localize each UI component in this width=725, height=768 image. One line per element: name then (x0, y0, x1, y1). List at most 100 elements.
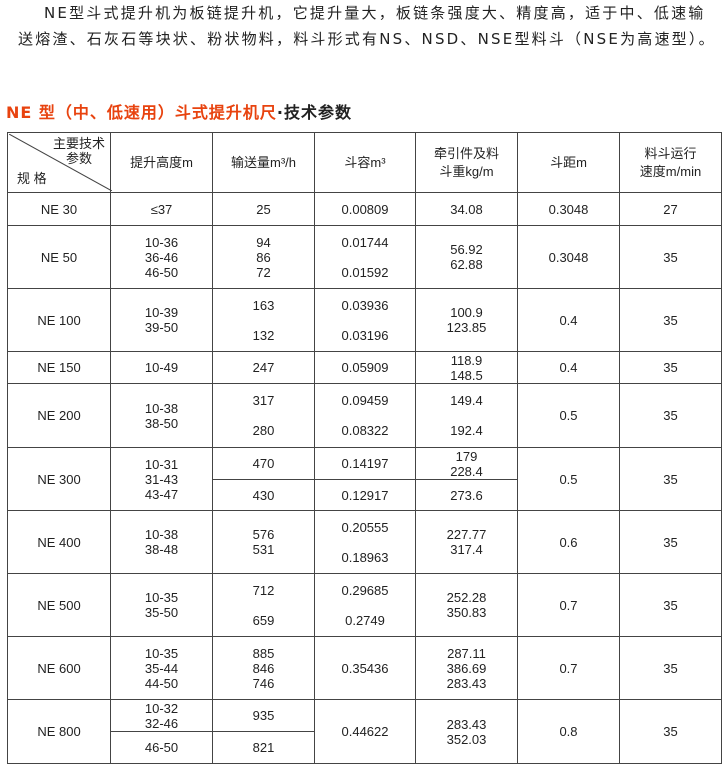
cell-speed: 35 (619, 383, 722, 448)
cell-spec: NE 150 (7, 351, 111, 384)
cell-speed: 35 (619, 225, 722, 289)
cell-weight: 252.28 350.83 (415, 573, 518, 637)
cell-cap: 0.20555 0.18963 (314, 510, 416, 574)
table-row: NE 30 ≤37 25 0.00809 34.08 0.3048 27 (7, 192, 722, 226)
cell-spec: NE 50 (7, 225, 111, 289)
cell-height: 10-38 38-50 (110, 383, 213, 448)
cell-pitch: 0.8 (517, 699, 620, 764)
cell-height: 10-32 32-46 (110, 699, 213, 732)
cell-height: 10-35 35-50 (110, 573, 213, 637)
table-row: NE 150 10-49 247 0.05909 118.9 148.5 0.4 35 (7, 351, 722, 384)
cell-cap: 0.29685 0.2749 (314, 573, 416, 637)
cell-weight: 273.6 (415, 479, 518, 511)
cell-flow: 821 (212, 731, 315, 764)
cell-weight: 227.77 317.4 (415, 510, 518, 574)
cell-height: 10-49 (110, 351, 213, 384)
cell-weight: 283.43 352.03 (415, 699, 518, 764)
table-row: NE 200 10-38 38-50 317 280 0.09459 0.08322 1… (7, 383, 722, 448)
corner-bottom-label: 规 格 (17, 171, 47, 186)
cell-height: 10-39 39-50 (110, 288, 213, 352)
cell-speed: 35 (619, 699, 722, 764)
cell-flow: 576 531 (212, 510, 315, 574)
cell-pitch: 0.7 (517, 573, 620, 637)
cell-weight: 118.9 148.5 (415, 351, 518, 384)
cell-spec: NE 200 (7, 383, 111, 448)
corner-header: 主要技术 参数规 格 (7, 132, 112, 193)
title-black: ·技术参数 (276, 103, 352, 122)
cell-cap: 0.44622 (314, 699, 416, 764)
cell-pitch: 0.5 (517, 383, 620, 448)
cell-flow: 25 (212, 192, 315, 226)
cell-height: 10-38 38-48 (110, 510, 213, 574)
cell-speed: 35 (619, 636, 722, 700)
cell-pitch: 0.4 (517, 351, 620, 384)
cell-weight: 287.11 386.69 283.43 (415, 636, 518, 700)
table-row: NE 500 10-35 35-50 712 659 0.29685 0.2749 25… (7, 573, 722, 637)
cell-height: 46-50 (110, 731, 213, 764)
cell-flow: 317 280 (212, 383, 315, 448)
cell-cap: 0.00809 (314, 192, 416, 226)
cell-flow: 470 (212, 447, 315, 480)
cell-flow: 935 (212, 699, 315, 732)
cell-flow: 163 132 (212, 288, 315, 352)
cell-height: ≤37 (110, 192, 213, 226)
cell-weight: 100.9 123.85 (415, 288, 518, 352)
cell-flow: 94 86 72 (212, 225, 315, 289)
cell-flow: 247 (212, 351, 315, 384)
cell-weight: 149.4 192.4 (415, 383, 518, 448)
cell-cap: 0.14197 (314, 447, 416, 480)
cell-cap: 0.12917 (314, 479, 416, 511)
cell-pitch: 0.3048 (517, 192, 620, 226)
col-height: 提升高度m (110, 132, 213, 193)
cell-spec: NE 500 (7, 573, 111, 637)
cell-speed: 35 (619, 510, 722, 574)
table-title: NE 型（中、低速用）斗式提升机尺·技术参数 (6, 99, 352, 123)
cell-spec: NE 800 (7, 699, 111, 764)
intro-text: NE型斗式提升机为板链提升机，它提升量大，板链条强度大、精度高，适于中、低速输送… (18, 4, 716, 48)
cell-spec: NE 600 (7, 636, 111, 700)
cell-cap: 0.01744 0.01592 (314, 225, 416, 289)
col-capacity: 斗容m³ (314, 132, 416, 193)
col-pitch: 斗距m (517, 132, 620, 193)
table-row: NE 800 10-32 32-46 935 0.44622 283.43 352.03… (7, 699, 722, 764)
table-row: NE 50 10-36 36-46 46-50 94 86 72 0.01744 0.… (7, 225, 722, 289)
table-row-sub: 46-50 821 (8, 731, 722, 764)
table-row: NE 400 10-38 38-48 576 531 0.20555 0.18963 2… (7, 510, 722, 574)
cell-spec: NE 30 (7, 192, 111, 226)
cell-speed: 27 (619, 192, 722, 226)
cell-pitch: 0.4 (517, 288, 620, 352)
cell-speed: 35 (619, 288, 722, 352)
cell-flow: 885 846 746 (212, 636, 315, 700)
table-row: NE 600 10-35 35-44 44-50 885 846 746 0.3543… (7, 636, 722, 700)
cell-pitch: 0.3048 (517, 225, 620, 289)
cell-height: 10-31 31-43 43-47 (110, 447, 213, 511)
intro-paragraph: NE型斗式提升机为板链提升机，它提升量大，板链条强度大、精度高，适于中、低速输送… (18, 0, 718, 52)
cell-spec: NE 100 (7, 288, 111, 352)
col-weight: 牵引件及料 斗重kg/m (415, 132, 518, 193)
cell-weight: 179 228.4 (415, 447, 518, 480)
table-row: NE 100 10-39 39-50 163 132 0.03936 0.03196 1… (7, 288, 722, 352)
cell-cap: 0.35436 (314, 636, 416, 700)
cell-weight: 56.92 62.88 (415, 225, 518, 289)
corner-top-label: 主要技术 参数 (52, 136, 105, 166)
cell-cap: 0.09459 0.08322 (314, 383, 416, 448)
cell-cap: 0.03936 0.03196 (314, 288, 416, 352)
cell-height: 10-36 36-46 46-50 (110, 225, 213, 289)
cell-speed: 35 (619, 351, 722, 384)
cell-pitch: 0.5 (517, 447, 620, 511)
cell-pitch: 0.7 (517, 636, 620, 700)
cell-speed: 35 (619, 447, 722, 511)
header-row: 主要技术 参数规 格 提升高度m 输送量m³/h 斗容m³ 牵引件及料 斗重kg… (7, 132, 722, 193)
cell-cap: 0.05909 (314, 351, 416, 384)
title-red: NE 型（中、低速用）斗式提升机尺 (6, 103, 277, 122)
cell-spec: NE 400 (7, 510, 111, 574)
cell-weight: 34.08 (415, 192, 518, 226)
table-row: NE 300 10-31 31-43 43-47 470 0.14197 179 228… (7, 447, 722, 511)
cell-height: 10-35 35-44 44-50 (110, 636, 213, 700)
spec-table: 主要技术 参数规 格 提升高度m 输送量m³/h 斗容m³ 牵引件及料 斗重kg… (7, 132, 722, 764)
col-flow: 输送量m³/h (212, 132, 315, 193)
cell-flow: 430 (212, 479, 315, 511)
cell-pitch: 0.6 (517, 510, 620, 574)
cell-flow: 712 659 (212, 573, 315, 637)
cell-spec: NE 300 (7, 447, 111, 511)
